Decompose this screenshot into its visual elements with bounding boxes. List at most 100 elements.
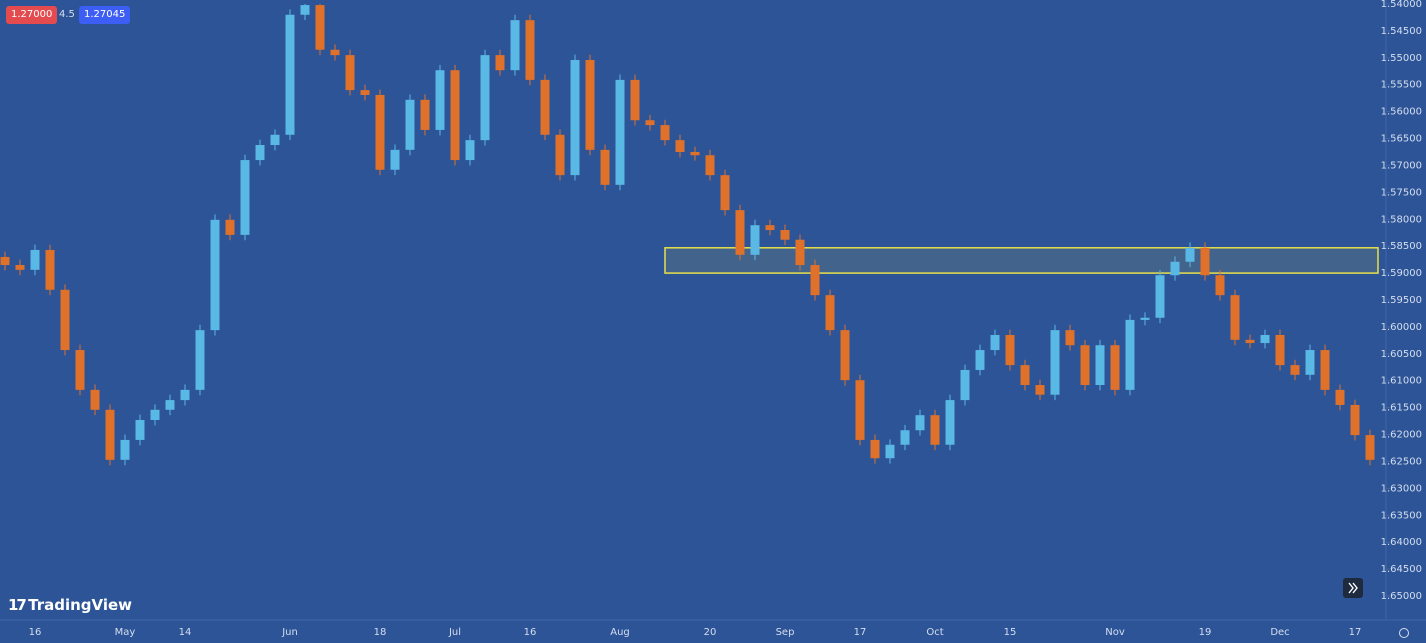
candle-body xyxy=(645,120,655,126)
y-tick-label: 1.54500 xyxy=(1381,26,1422,37)
candle-body xyxy=(900,430,910,445)
plot-area xyxy=(0,4,1379,466)
candle-body xyxy=(0,256,10,266)
x-tick-label: Nov xyxy=(1105,627,1125,638)
candle-body xyxy=(90,389,100,410)
x-tick-label: 17 xyxy=(1349,627,1362,638)
logo-text: TradingView xyxy=(28,596,133,614)
candle-body xyxy=(540,79,550,135)
candle-body xyxy=(1125,319,1135,390)
x-tick-label: 17 xyxy=(854,627,867,638)
candle-body xyxy=(570,59,580,176)
candle-body xyxy=(1290,365,1300,375)
candle-body xyxy=(240,160,250,235)
y-tick-label: 1.62500 xyxy=(1381,456,1422,467)
y-tick-label: 1.56000 xyxy=(1381,107,1422,118)
y-tick-label: 1.63500 xyxy=(1381,510,1422,521)
candle-body xyxy=(420,99,430,130)
candle-body xyxy=(690,152,700,156)
candle-body xyxy=(585,59,595,150)
candle-body xyxy=(705,155,715,176)
candle-body xyxy=(1140,317,1150,320)
candle-body xyxy=(195,330,205,390)
candle-body xyxy=(555,134,565,176)
candle-body xyxy=(1050,330,1060,395)
candle-body xyxy=(30,249,40,270)
candle-body xyxy=(1335,389,1345,405)
scroll-button[interactable] xyxy=(1343,578,1363,598)
candle-body xyxy=(495,55,505,71)
y-tick-label: 1.60500 xyxy=(1381,349,1422,360)
candle-body xyxy=(45,249,55,290)
settings-icon[interactable] xyxy=(1399,628,1409,638)
candle-body xyxy=(1155,275,1165,318)
y-tick-label: 1.58500 xyxy=(1381,241,1422,252)
zone xyxy=(664,247,1379,274)
x-tick-label: May xyxy=(115,627,136,638)
candle-body xyxy=(1200,247,1210,276)
candle-body xyxy=(1095,345,1105,386)
candle-body xyxy=(930,415,940,445)
candle-body xyxy=(180,389,190,401)
candle-body xyxy=(1230,295,1240,340)
candle-body xyxy=(150,409,160,421)
logo: 17 TradingView xyxy=(8,596,132,614)
candle-body xyxy=(1065,330,1075,346)
candle-body xyxy=(390,149,400,170)
candle-body xyxy=(1245,339,1255,344)
x-tick-label: 15 xyxy=(1004,627,1017,638)
candle-body xyxy=(525,20,535,80)
candle-body xyxy=(1005,334,1015,366)
candle-body xyxy=(345,55,355,91)
candle-body xyxy=(720,175,730,211)
candle-body xyxy=(975,350,985,370)
candle-body xyxy=(510,20,520,71)
candle-body xyxy=(15,265,25,270)
candle-body xyxy=(765,225,775,231)
candle-body xyxy=(285,14,295,135)
x-tick-label: Oct xyxy=(926,627,943,638)
candle-body xyxy=(480,55,490,141)
candle-body xyxy=(120,439,130,460)
y-tick-label: 1.64500 xyxy=(1381,564,1422,575)
y-tick-label: 1.59500 xyxy=(1381,295,1422,306)
y-tick-label: 1.57000 xyxy=(1381,160,1422,171)
x-tick-label: 14 xyxy=(179,627,192,638)
candle-body xyxy=(1320,350,1330,390)
candle-body xyxy=(960,369,970,401)
candle-body xyxy=(660,125,670,141)
y-tick-label: 1.62000 xyxy=(1381,430,1422,441)
candle-body xyxy=(255,145,265,161)
candle-body xyxy=(825,295,835,331)
candle-body xyxy=(1035,385,1045,395)
y-tick-label: 1.56500 xyxy=(1381,134,1422,145)
x-tick-label: Aug xyxy=(610,627,630,638)
bid-price[interactable]: 1.27000 xyxy=(6,6,58,24)
y-tick-label: 1.57500 xyxy=(1381,187,1422,198)
candle-body xyxy=(435,70,445,130)
y-tick-label: 1.63000 xyxy=(1381,483,1422,494)
candle-body xyxy=(405,99,415,150)
candle-body xyxy=(270,134,280,146)
x-tick-label: 16 xyxy=(29,627,42,638)
ask-price[interactable]: 1.27045 xyxy=(79,6,131,24)
candle-body xyxy=(1185,247,1195,262)
candle-body xyxy=(75,350,85,390)
x-tick-label: Sep xyxy=(776,627,795,638)
candle-body xyxy=(330,49,340,56)
candle-body xyxy=(1365,435,1375,460)
spread: 4.5 xyxy=(59,9,75,20)
candle-body xyxy=(1260,334,1270,344)
y-tick-label: 1.55000 xyxy=(1381,53,1422,64)
candle-body xyxy=(840,330,850,381)
candle-body xyxy=(795,239,805,266)
candle-body xyxy=(105,409,115,460)
candle-body xyxy=(735,210,745,255)
candle-body xyxy=(870,439,880,459)
candle-body xyxy=(210,219,220,331)
candle-body xyxy=(225,219,235,235)
candle-body xyxy=(1350,404,1360,436)
candle-body xyxy=(885,444,895,459)
